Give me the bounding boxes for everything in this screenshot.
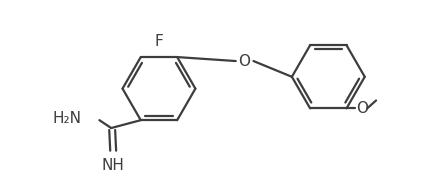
Text: H₂N: H₂N <box>52 111 82 126</box>
Text: O: O <box>356 101 368 116</box>
Text: O: O <box>239 54 250 68</box>
Text: F: F <box>155 34 163 49</box>
Text: NH: NH <box>102 158 125 173</box>
